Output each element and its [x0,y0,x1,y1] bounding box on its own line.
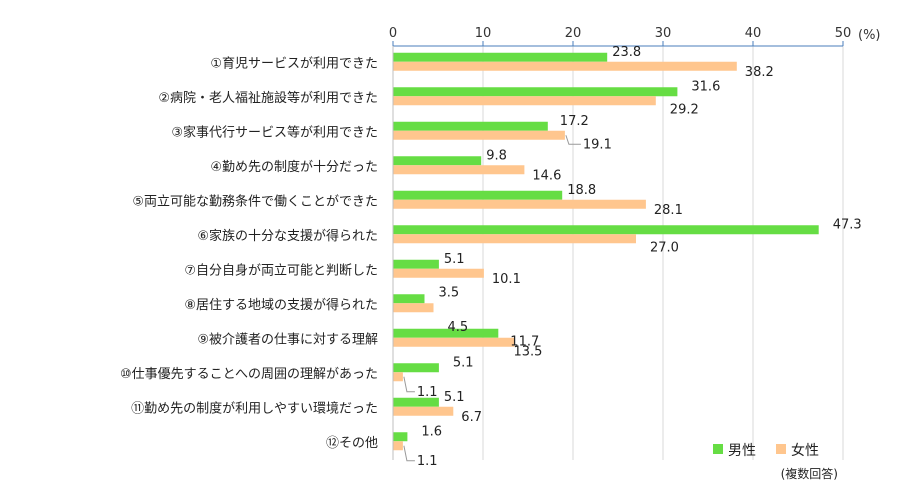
data-label-male-3: 17.2 [560,114,589,129]
data-label-male-7: 5.1 [444,252,465,267]
bar-female-2 [393,96,656,106]
category-label-11: ⑪勤め先の制度が利用しやすい環境だった [131,400,378,416]
data-label-female-1: 38.2 [745,65,774,80]
x-tick-label-30: 30 [655,26,672,41]
leader-line-female-3 [565,135,581,145]
legend-label-male: 男性 [728,443,756,459]
category-label-3: ③家事代行サービス等が利用できた [171,124,378,140]
bar-male-2 [393,87,678,97]
data-label-female-3: 19.1 [583,137,612,152]
category-label-12: ⑫その他 [326,436,378,451]
x-tick-label-50: 50 [835,26,852,41]
unit-label: (%) [858,28,881,43]
bar-male-7 [393,259,439,269]
data-label-female-8: 4.5 [448,320,469,335]
data-label-female-2: 29.2 [670,102,699,117]
data-label-female-10: 1.1 [417,385,438,400]
data-label-male-1: 23.8 [612,45,641,60]
data-label-male-10: 5.1 [453,355,474,370]
bar-male-10 [393,363,439,373]
bar-male-1 [393,52,608,62]
bar-male-11 [393,397,439,407]
data-label-male-8: 3.5 [439,285,460,300]
data-label-male-6: 47.3 [833,217,862,232]
category-label-7: ⑦自分自身が両立可能と判断した [184,262,378,278]
data-label-female-12: 1.1 [417,454,438,469]
category-label-4: ④勤め先の制度が十分だった [210,159,378,175]
bar-male-8 [393,294,425,304]
bar-female-11 [393,406,454,416]
leader-lines [403,135,581,462]
category-label-8: ⑧居住する地域の支援が得られた [184,297,378,313]
data-label-female-4: 14.6 [532,168,561,183]
legend-label-female: 女性 [791,442,819,459]
bar-male-5 [393,190,563,200]
data-label-female-9: 13.5 [514,344,543,359]
note-text: (複数回答) [781,466,838,481]
bar-male-6 [393,225,819,235]
bar-female-12 [393,441,403,451]
leader-line-female-12 [403,445,415,462]
category-label-10: ⑩仕事優先することへの周囲の理解があった [120,367,378,382]
axis-group [392,41,844,460]
data-label-female-11: 6.7 [461,410,482,425]
category-label-5: ⑤両立可能な勤務条件で働くことができた [132,193,378,209]
x-tick-label-0: 0 [389,26,397,41]
bar-female-3 [393,130,565,140]
x-tick-labels: 0 10 20 30 40 50 [389,26,851,41]
legend-swatch-female [776,444,786,454]
bar-male-4 [393,156,482,166]
bar-female-4 [393,165,525,175]
gridlines [482,46,844,460]
data-label-male-9: 11.7 [510,334,539,349]
data-label-female-6: 27.0 [650,240,679,255]
data-label-male-2: 31.6 [691,79,720,94]
bar-female-5 [393,199,646,209]
x-tick-label-20: 20 [565,26,582,41]
bar-female-8 [393,303,434,313]
x-tick-label-40: 40 [745,26,762,41]
bar-male-3 [393,121,548,131]
category-labels: ①育児サービスが利用できた ②病院・老人福祉施設等が利用できた ③家事代行サービス等… [120,55,378,451]
category-label-2: ②病院・老人福祉施設等が利用できた [158,90,378,106]
bar-female-6 [393,234,636,244]
bar-female-10 [393,372,403,382]
category-label-6: ⑥家族の十分な支援が得られた [197,228,378,244]
legend: 男性 女性 [713,442,819,459]
leader-line-female-10 [403,376,415,393]
bar-female-7 [393,268,484,278]
bar-male-12 [393,432,408,442]
category-label-9: ⑨被介護者の仕事に対する理解 [197,331,378,347]
data-label-male-4: 9.8 [486,148,507,163]
bar-male-9 [393,328,499,338]
data-label-male-5: 18.8 [567,183,596,198]
legend-swatch-male [713,444,723,454]
bars-group [393,52,819,451]
category-label-1: ①育児サービスが利用できた [210,55,378,71]
data-label-female-7: 10.1 [492,272,521,287]
x-tick-label-10: 10 [475,26,492,41]
data-labels: 23.8 38.2 31.6 29.2 17.2 19.1 9.8 14.6 18.8 28.1 4… [417,45,862,469]
bar-female-1 [393,61,737,71]
data-label-female-5: 28.1 [654,203,683,218]
data-label-male-12: 1.6 [421,424,442,439]
bar-female-9 [393,337,515,347]
data-label-male-11: 5.1 [444,390,465,405]
